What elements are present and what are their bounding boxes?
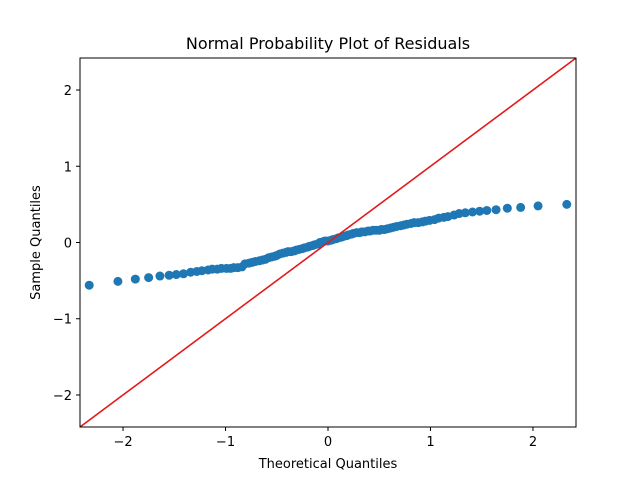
x-tick-label: −1 <box>216 435 235 450</box>
data-point <box>155 271 165 281</box>
data-point <box>533 201 543 211</box>
data-point <box>460 208 470 218</box>
x-axis-label: Theoretical Quantiles <box>258 457 398 472</box>
data-point <box>164 270 174 280</box>
data-point <box>562 199 572 209</box>
x-tick-label: −2 <box>113 435 132 450</box>
data-point <box>179 269 188 279</box>
y-tick-label: 2 <box>64 84 72 99</box>
data-point <box>475 206 485 216</box>
x-tick-label: 1 <box>426 435 434 450</box>
chart-title: Normal Probability Plot of Residuals <box>186 34 470 53</box>
x-tick-label: 0 <box>324 435 332 450</box>
y-tick-label: 0 <box>64 237 72 252</box>
y-axis-label: Sample Quantiles <box>29 185 44 300</box>
reference-line <box>80 58 576 427</box>
x-axis: −2 −1 0 1 2 <box>113 427 537 450</box>
data-point <box>84 280 94 290</box>
y-axis: −2 −1 0 1 2 <box>53 84 80 404</box>
data-point <box>171 270 181 280</box>
y-tick-label: −2 <box>53 389 72 404</box>
data-point <box>516 202 526 212</box>
y-tick-label: 1 <box>64 160 72 175</box>
reference-line-layer <box>80 58 576 427</box>
data-point <box>468 207 477 217</box>
y-tick-label: −1 <box>53 313 72 328</box>
data-point <box>130 274 140 284</box>
data-point <box>144 273 154 283</box>
data-point <box>482 205 492 215</box>
data-point <box>502 203 512 213</box>
x-tick-label: 2 <box>529 435 537 450</box>
data-point <box>491 205 501 215</box>
points-layer <box>84 199 572 290</box>
data-point <box>113 276 123 286</box>
